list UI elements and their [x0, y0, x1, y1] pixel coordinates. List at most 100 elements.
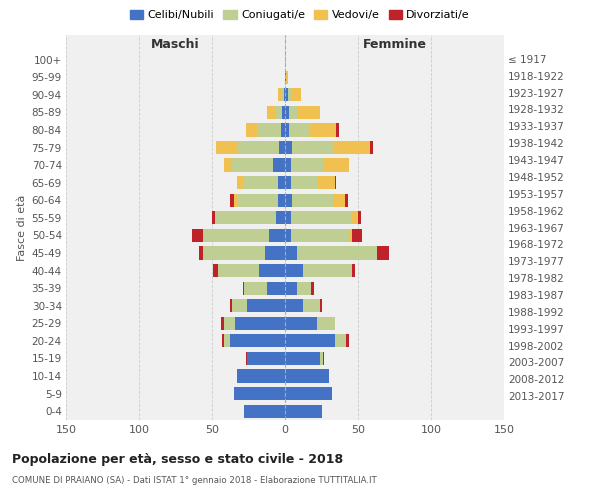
Bar [296, 282, 311, 294]
Bar [311, 282, 314, 294]
Bar [333, 141, 370, 154]
Bar [217, 141, 238, 154]
Bar [235, 316, 285, 330]
Bar [285, 264, 302, 277]
Bar [247, 352, 285, 365]
Bar [218, 264, 259, 277]
Bar [310, 124, 336, 136]
Bar [285, 194, 292, 207]
Bar [224, 158, 232, 172]
Bar [278, 88, 281, 102]
Bar [265, 246, 285, 260]
Bar [291, 211, 352, 224]
Bar [199, 246, 203, 260]
Bar [234, 194, 237, 207]
Bar [285, 141, 292, 154]
Bar [224, 334, 230, 347]
Bar [291, 176, 317, 190]
Bar [212, 211, 215, 224]
Bar [234, 387, 285, 400]
Bar [335, 176, 336, 190]
Bar [285, 387, 332, 400]
Bar [285, 176, 291, 190]
Bar [268, 282, 285, 294]
Bar [292, 194, 333, 207]
Bar [286, 70, 288, 84]
Bar [203, 246, 265, 260]
Bar [285, 88, 288, 102]
Text: Femmine: Femmine [362, 38, 427, 51]
Y-axis label: Fasce di età: Fasce di età [17, 194, 28, 260]
Bar [274, 158, 285, 172]
Bar [285, 53, 286, 66]
Bar [221, 316, 224, 330]
Bar [230, 194, 234, 207]
Bar [284, 88, 285, 102]
Bar [345, 194, 348, 207]
Bar [222, 334, 224, 347]
Bar [291, 88, 301, 102]
Bar [377, 246, 389, 260]
Bar [281, 124, 285, 136]
Bar [333, 194, 345, 207]
Bar [323, 352, 325, 365]
Bar [237, 370, 285, 382]
Bar [259, 264, 285, 277]
Bar [323, 158, 349, 172]
Bar [298, 106, 320, 119]
Bar [335, 334, 346, 347]
Bar [276, 211, 285, 224]
Bar [285, 106, 289, 119]
Bar [289, 106, 298, 119]
Bar [320, 352, 323, 365]
Bar [242, 282, 244, 294]
Bar [285, 124, 289, 136]
Bar [244, 176, 278, 190]
Bar [191, 229, 203, 242]
Bar [232, 158, 274, 172]
Bar [285, 370, 329, 382]
Bar [224, 316, 235, 330]
Bar [232, 299, 247, 312]
Bar [289, 124, 310, 136]
Bar [275, 106, 282, 119]
Legend: Celibi/Nubili, Coniugati/e, Vedovi/e, Divorziati/e: Celibi/Nubili, Coniugati/e, Vedovi/e, Di… [125, 6, 475, 25]
Bar [285, 70, 286, 84]
Bar [214, 264, 218, 277]
Bar [245, 124, 257, 136]
Bar [215, 211, 276, 224]
Bar [285, 316, 317, 330]
Bar [288, 88, 291, 102]
Bar [285, 158, 291, 172]
Bar [302, 299, 320, 312]
Bar [285, 404, 322, 418]
Bar [281, 88, 284, 102]
Bar [247, 299, 285, 312]
Bar [245, 352, 247, 365]
Bar [291, 158, 323, 172]
Text: Maschi: Maschi [151, 38, 200, 51]
Bar [285, 282, 296, 294]
Bar [285, 334, 335, 347]
Bar [244, 282, 268, 294]
Bar [279, 141, 285, 154]
Bar [352, 264, 355, 277]
Bar [237, 194, 278, 207]
Bar [257, 124, 281, 136]
Bar [230, 334, 285, 347]
Bar [285, 246, 296, 260]
Bar [317, 316, 335, 330]
Bar [203, 229, 269, 242]
Bar [349, 229, 352, 242]
Bar [285, 211, 291, 224]
Bar [244, 404, 285, 418]
Bar [278, 194, 285, 207]
Bar [285, 299, 302, 312]
Bar [320, 299, 322, 312]
Bar [285, 352, 320, 365]
Bar [268, 106, 275, 119]
Text: Popolazione per età, sesso e stato civile - 2018: Popolazione per età, sesso e stato civil… [12, 452, 343, 466]
Bar [269, 229, 285, 242]
Bar [296, 246, 377, 260]
Bar [237, 176, 244, 190]
